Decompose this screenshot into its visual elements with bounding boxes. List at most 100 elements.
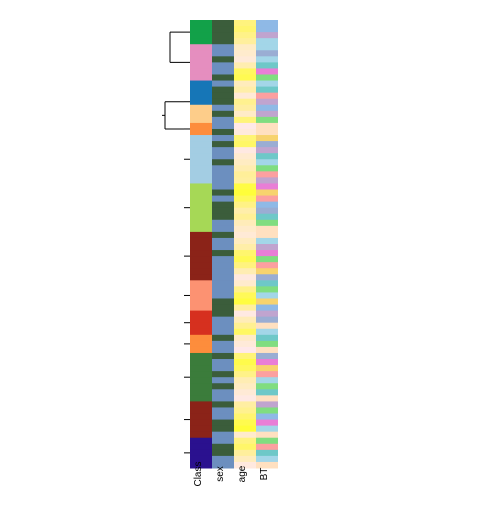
heatmap-cell — [190, 123, 212, 130]
heatmap-cell — [256, 232, 278, 239]
heatmap-cell — [256, 401, 278, 408]
heatmap-cell — [234, 56, 256, 63]
heatmap-cell — [234, 401, 256, 408]
heatmap-cell — [212, 99, 234, 106]
heatmap-cell — [234, 123, 256, 130]
heatmap-cell — [212, 274, 234, 281]
heatmap-cell — [212, 256, 234, 263]
heatmap-cell — [190, 26, 212, 33]
heatmap-cell — [256, 214, 278, 221]
heatmap-cell — [190, 20, 212, 27]
heatmap-cell — [256, 87, 278, 94]
heatmap-cell — [234, 371, 256, 378]
heatmap-cell — [190, 214, 212, 221]
heatmap-cell — [212, 414, 234, 421]
heatmap-cell — [212, 177, 234, 184]
heatmap-cell — [256, 341, 278, 348]
heatmap-cell — [234, 335, 256, 342]
heatmap-cell — [190, 256, 212, 263]
heatmap-cell — [190, 238, 212, 245]
heatmap-cell — [212, 190, 234, 197]
heatmap-cell — [190, 341, 212, 348]
heatmap-cell — [234, 383, 256, 390]
heatmap-cell — [190, 389, 212, 396]
heatmap-cell — [234, 238, 256, 245]
heatmap-cell — [190, 359, 212, 366]
heatmap-cell — [212, 371, 234, 378]
heatmap-cell — [212, 81, 234, 88]
heatmap-cell — [190, 353, 212, 360]
heatmap-cell — [190, 135, 212, 142]
heatmap-cell — [190, 74, 212, 81]
heatmap-cell — [256, 38, 278, 45]
heatmap-cell — [212, 202, 234, 209]
heatmap-cell — [234, 250, 256, 257]
heatmap-cell — [190, 292, 212, 299]
heatmap-cell — [234, 38, 256, 45]
heatmap-cell — [256, 44, 278, 51]
heatmap-cell — [190, 141, 212, 148]
heatmap-cell — [234, 171, 256, 178]
heatmap-cell — [212, 444, 234, 451]
heatmap-cell — [190, 420, 212, 427]
heatmap-cell — [234, 220, 256, 227]
heatmap-cell — [234, 341, 256, 348]
heatmap-cell — [190, 32, 212, 39]
heatmap-cell — [256, 123, 278, 130]
heatmap-cell — [190, 268, 212, 275]
heatmap-cell — [256, 274, 278, 281]
heatmap-cell — [256, 244, 278, 251]
heatmap-cell — [212, 196, 234, 203]
heatmap-cell — [234, 93, 256, 100]
heatmap-cell — [190, 280, 212, 287]
heatmap-cell — [256, 329, 278, 336]
heatmap-cell — [190, 111, 212, 118]
heatmap-cell — [256, 414, 278, 421]
heatmap-cell — [190, 50, 212, 57]
heatmap-cell — [190, 171, 212, 178]
heatmap-cell — [234, 298, 256, 305]
heatmap-cell — [256, 220, 278, 227]
heatmap-cell — [190, 444, 212, 451]
heatmap-cell — [212, 268, 234, 275]
heatmap-cell — [234, 183, 256, 190]
heatmap-cell — [256, 183, 278, 190]
heatmap-cell — [256, 298, 278, 305]
heatmap-cell — [256, 105, 278, 112]
column-label: BT — [259, 468, 270, 481]
heatmap-cell — [234, 117, 256, 124]
heatmap-cell — [212, 395, 234, 402]
heatmap-cell — [256, 190, 278, 197]
heatmap-cell — [190, 365, 212, 372]
heatmap-cell — [256, 20, 278, 27]
heatmap-cell — [212, 341, 234, 348]
heatmap-cell — [256, 141, 278, 148]
heatmap-cell — [256, 365, 278, 372]
heatmap-cell — [190, 438, 212, 445]
heatmap-cell — [212, 432, 234, 439]
heatmap-cell — [212, 401, 234, 408]
heatmap-cell — [256, 81, 278, 88]
heatmap-cell — [190, 329, 212, 336]
heatmap-cell — [256, 456, 278, 463]
heatmap-cell — [234, 317, 256, 324]
heatmap-cell — [212, 220, 234, 227]
heatmap-cell — [256, 347, 278, 354]
heatmap-cell — [256, 359, 278, 366]
heatmap-cell — [190, 68, 212, 75]
heatmap-cell — [234, 68, 256, 75]
heatmap-cell — [212, 305, 234, 312]
heatmap-cell — [212, 147, 234, 154]
heatmap-cell — [234, 286, 256, 293]
heatmap-cell — [190, 56, 212, 63]
heatmap-cell — [234, 81, 256, 88]
heatmap-cell — [256, 202, 278, 209]
heatmap-cell — [212, 93, 234, 100]
heatmap-cell — [212, 365, 234, 372]
heatmap-cell — [190, 323, 212, 330]
heatmap-cell — [212, 26, 234, 33]
heatmap-cell — [256, 50, 278, 57]
heatmap-cell — [212, 426, 234, 433]
heatmap-cell — [212, 105, 234, 112]
heatmap-cell — [234, 159, 256, 166]
